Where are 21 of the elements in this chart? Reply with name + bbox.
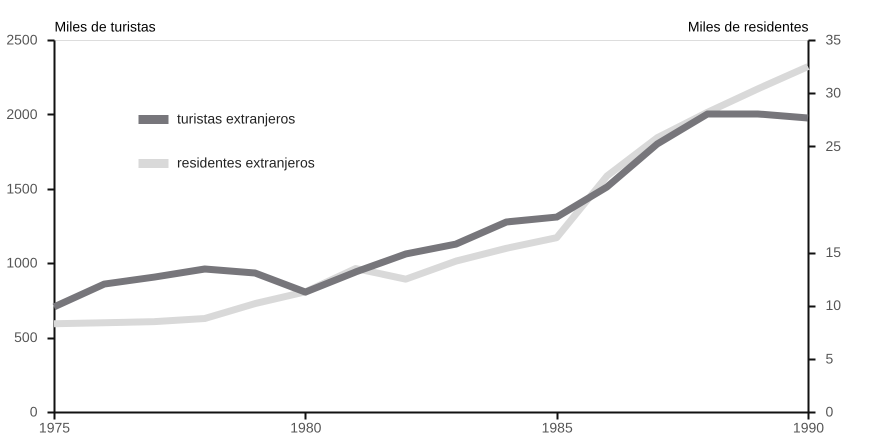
y-tick-label: 2500 — [6, 32, 38, 48]
x-tick-label: 1980 — [290, 420, 322, 435]
y2-tick-label: 10 — [826, 297, 842, 314]
x-tick-label: 1985 — [542, 420, 573, 435]
y2-tick-label: 15 — [826, 244, 842, 260]
y-tick-label: 500 — [14, 329, 38, 346]
y2-tick-label: 5 — [826, 350, 834, 366]
x-tick-label: 1990 — [792, 420, 824, 435]
y2-tick-label: 35 — [826, 32, 842, 48]
legend-label: residentes extranjeros — [177, 154, 315, 170]
legend-label: turistas extranjeros — [177, 110, 296, 126]
y-tick-label: 2000 — [6, 106, 38, 122]
y-tick-label: 1500 — [6, 180, 38, 196]
y-axis-title: Miles de turistas — [54, 18, 156, 34]
y-tick-label: 1000 — [6, 254, 38, 271]
x-tick-label: 1975 — [38, 420, 70, 435]
y2-tick-label: 0 — [826, 404, 834, 420]
y2-tick-label: 30 — [826, 84, 842, 101]
y2-axis-title: Miles de residentes — [688, 18, 808, 34]
y2-tick-label: 25 — [826, 138, 842, 154]
y-tick-label: 0 — [30, 404, 38, 420]
